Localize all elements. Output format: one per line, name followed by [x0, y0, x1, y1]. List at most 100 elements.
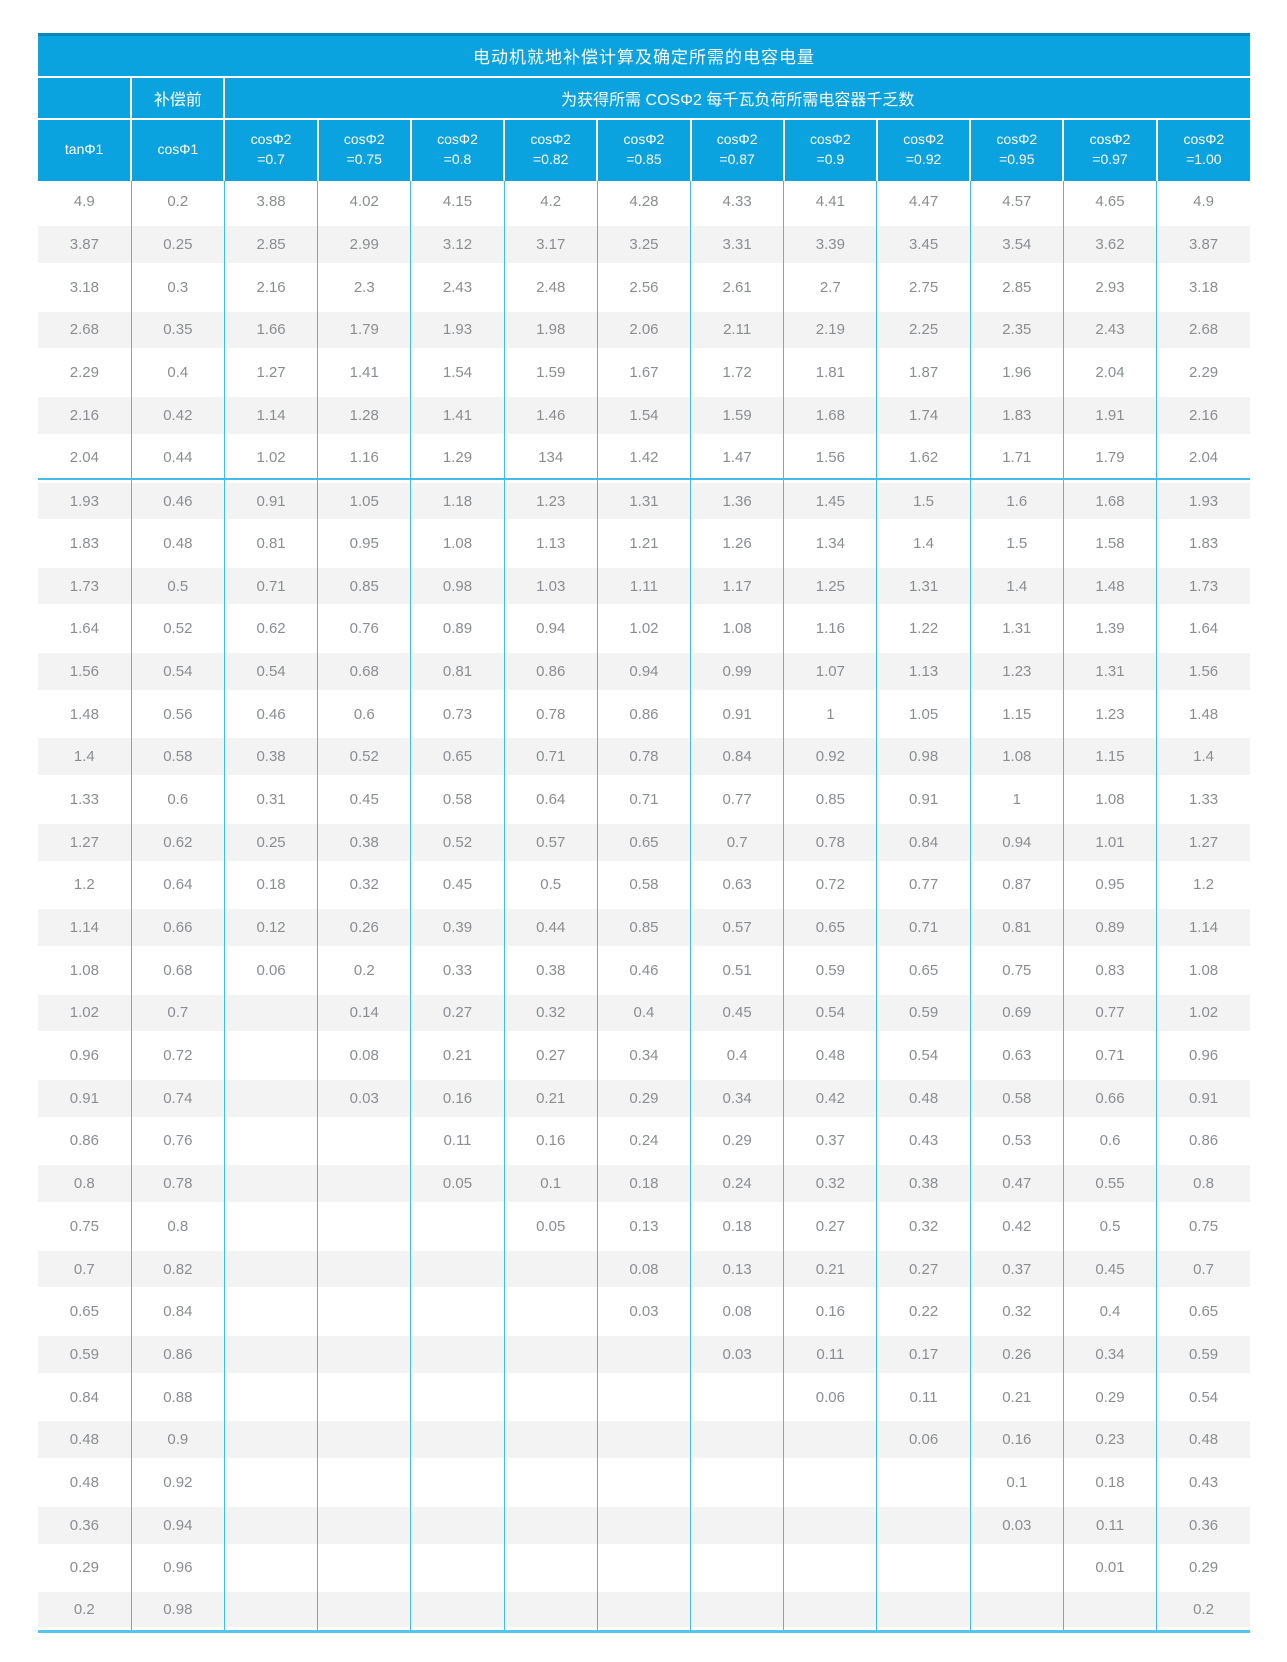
cos-phi2-header: cosΦ2 =0.9: [782, 118, 878, 181]
table-cell: [317, 1333, 412, 1376]
table-row: 0.91 0.74 0.03 0.16 0.21 0.29 0.34 0.42 0.48 0.58…: [38, 1076, 1250, 1120]
table-cell: 1.13: [504, 522, 598, 565]
table-cell: 1.26: [690, 522, 785, 565]
table-cell: 0.85: [783, 778, 878, 821]
table-cell: 0.26: [970, 1333, 1064, 1376]
table-cell: 1.91: [1063, 393, 1158, 437]
table-cell: [317, 1461, 412, 1504]
table-cell: 0.59: [876, 991, 971, 1035]
table-cell: 0.94: [131, 1503, 225, 1547]
table-cell: 1.6: [970, 479, 1064, 522]
table-cell: 1.21: [597, 522, 692, 565]
table-cell: 1.74: [876, 393, 971, 437]
table-cell: [317, 1503, 412, 1547]
table-cell: 0.57: [690, 906, 785, 949]
table-cell: [317, 1546, 412, 1590]
table-cell: 0.96: [38, 1034, 132, 1077]
table-cell: 0.82: [131, 1247, 225, 1291]
table-cell: 4.15: [410, 180, 505, 224]
table-cell: 0.08: [597, 1247, 692, 1291]
table-cell: [690, 1375, 785, 1419]
table-cell: 1.64: [38, 607, 132, 651]
table-cell: 1.71: [970, 436, 1064, 481]
table-cell: 0.74: [131, 1076, 225, 1120]
table-cell: 0.58: [131, 735, 225, 779]
table-cell: 0.27: [876, 1247, 971, 1291]
table-cell: 1.72: [690, 351, 785, 394]
table-cell: 0.76: [317, 607, 412, 651]
table-cell: [783, 1418, 878, 1462]
table-cell: 1.08: [1063, 778, 1158, 821]
table-row: 0.96 0.72 0.08 0.21 0.27 0.34 0.4 0.48 0.54 0.63 0…: [38, 1034, 1250, 1077]
table-cell: 1.79: [1063, 436, 1158, 481]
table-cell: [410, 1333, 505, 1376]
table-cell: 4.9: [1156, 180, 1250, 224]
table-row: 1.02 0.7 0.14 0.27 0.32 0.4 0.45 0.54 0.59 0.69 0.…: [38, 991, 1250, 1035]
table-cell: 4.9: [38, 180, 132, 224]
table-cell: 1.25: [783, 564, 878, 608]
table-cell: 0.73: [410, 692, 505, 736]
table-cell: 0.34: [597, 1034, 692, 1077]
table-cell: 1.56: [38, 650, 132, 693]
table-cell: 0.92: [131, 1461, 225, 1504]
table-cell: 0.94: [504, 607, 598, 651]
table-cell: [410, 1546, 505, 1590]
table-cell: 0.2: [38, 1589, 132, 1632]
table-cell: [317, 1375, 412, 1419]
table-cell: [876, 1589, 971, 1632]
table-cell: 0.21: [970, 1375, 1064, 1419]
table-cell: 0.63: [690, 863, 785, 907]
table-cell: 0.16: [970, 1418, 1064, 1462]
table-cell: [224, 1290, 319, 1334]
cos-phi2-header: cosΦ2 =0.85: [596, 118, 692, 181]
table-cell: 0.5: [504, 863, 598, 907]
table-cell: 1.73: [1156, 564, 1250, 608]
table-cell: [224, 1034, 319, 1077]
table-cell: 0.64: [131, 863, 225, 907]
table-cell: 1.87: [876, 351, 971, 394]
table-cell: 1.29: [410, 436, 505, 481]
table-cell: 1.28: [317, 393, 412, 437]
table-row: 1.33 0.6 0.31 0.45 0.58 0.64 0.71 0.77 0.85 0.91 1…: [38, 778, 1250, 821]
table-cell: 0.32: [504, 991, 598, 1035]
table-cell: 0.6: [317, 692, 412, 736]
table-cell: [504, 1589, 598, 1632]
table-cell: 0.29: [1156, 1546, 1250, 1590]
table-cell: [410, 1589, 505, 1632]
table-cell: [597, 1546, 692, 1590]
table-cell: 1.02: [597, 607, 692, 651]
table-cell: 0.42: [131, 393, 225, 437]
table-cell: [783, 1461, 878, 1504]
table-cell: 3.25: [597, 223, 692, 266]
table-cell: 0.78: [783, 820, 878, 864]
table-cell: 0.6: [1063, 1119, 1158, 1163]
table-cell: [224, 1076, 319, 1120]
table-cell: 0.81: [224, 522, 319, 565]
required-capacitor-header: 为获得所需 COSΦ2 每千瓦负荷所需电容器千乏数: [223, 76, 1250, 120]
table-cell: 1.15: [970, 692, 1064, 736]
table-cell: 1.4: [876, 522, 971, 565]
table-cell: 1.17: [690, 564, 785, 608]
table-cell: 0.29: [597, 1076, 692, 1120]
table-cell: 0.38: [317, 820, 412, 864]
table-cell: [597, 1503, 692, 1547]
table-cell: 4.41: [783, 180, 878, 224]
table-row: 1.93 0.46 0.91 1.05 1.18 1.23 1.31 1.36 1.45 1.5 1…: [38, 479, 1250, 522]
table-cell: 0.98: [131, 1589, 225, 1632]
table-row: 1.73 0.5 0.71 0.85 0.98 1.03 1.11 1.17 1.25 1.31 1…: [38, 564, 1250, 608]
table-cell: [876, 1546, 971, 1590]
table-cell: [504, 1503, 598, 1547]
table-cell: 0.11: [410, 1119, 505, 1163]
table-cell: 4.2: [504, 180, 598, 224]
table-cell: 0.08: [690, 1290, 785, 1334]
table-cell: 1.33: [1156, 778, 1250, 821]
table-cell: 4.28: [597, 180, 692, 224]
table-cell: 0.2: [131, 180, 225, 224]
table-cell: 0.06: [783, 1375, 878, 1419]
table-cell: 0.54: [131, 650, 225, 693]
table-cell: 0.38: [504, 948, 598, 992]
table-cell: 0.85: [317, 564, 412, 608]
table-cell: 0.48: [783, 1034, 878, 1077]
table-cell: [224, 1461, 319, 1504]
table-cell: 0.53: [970, 1119, 1064, 1163]
